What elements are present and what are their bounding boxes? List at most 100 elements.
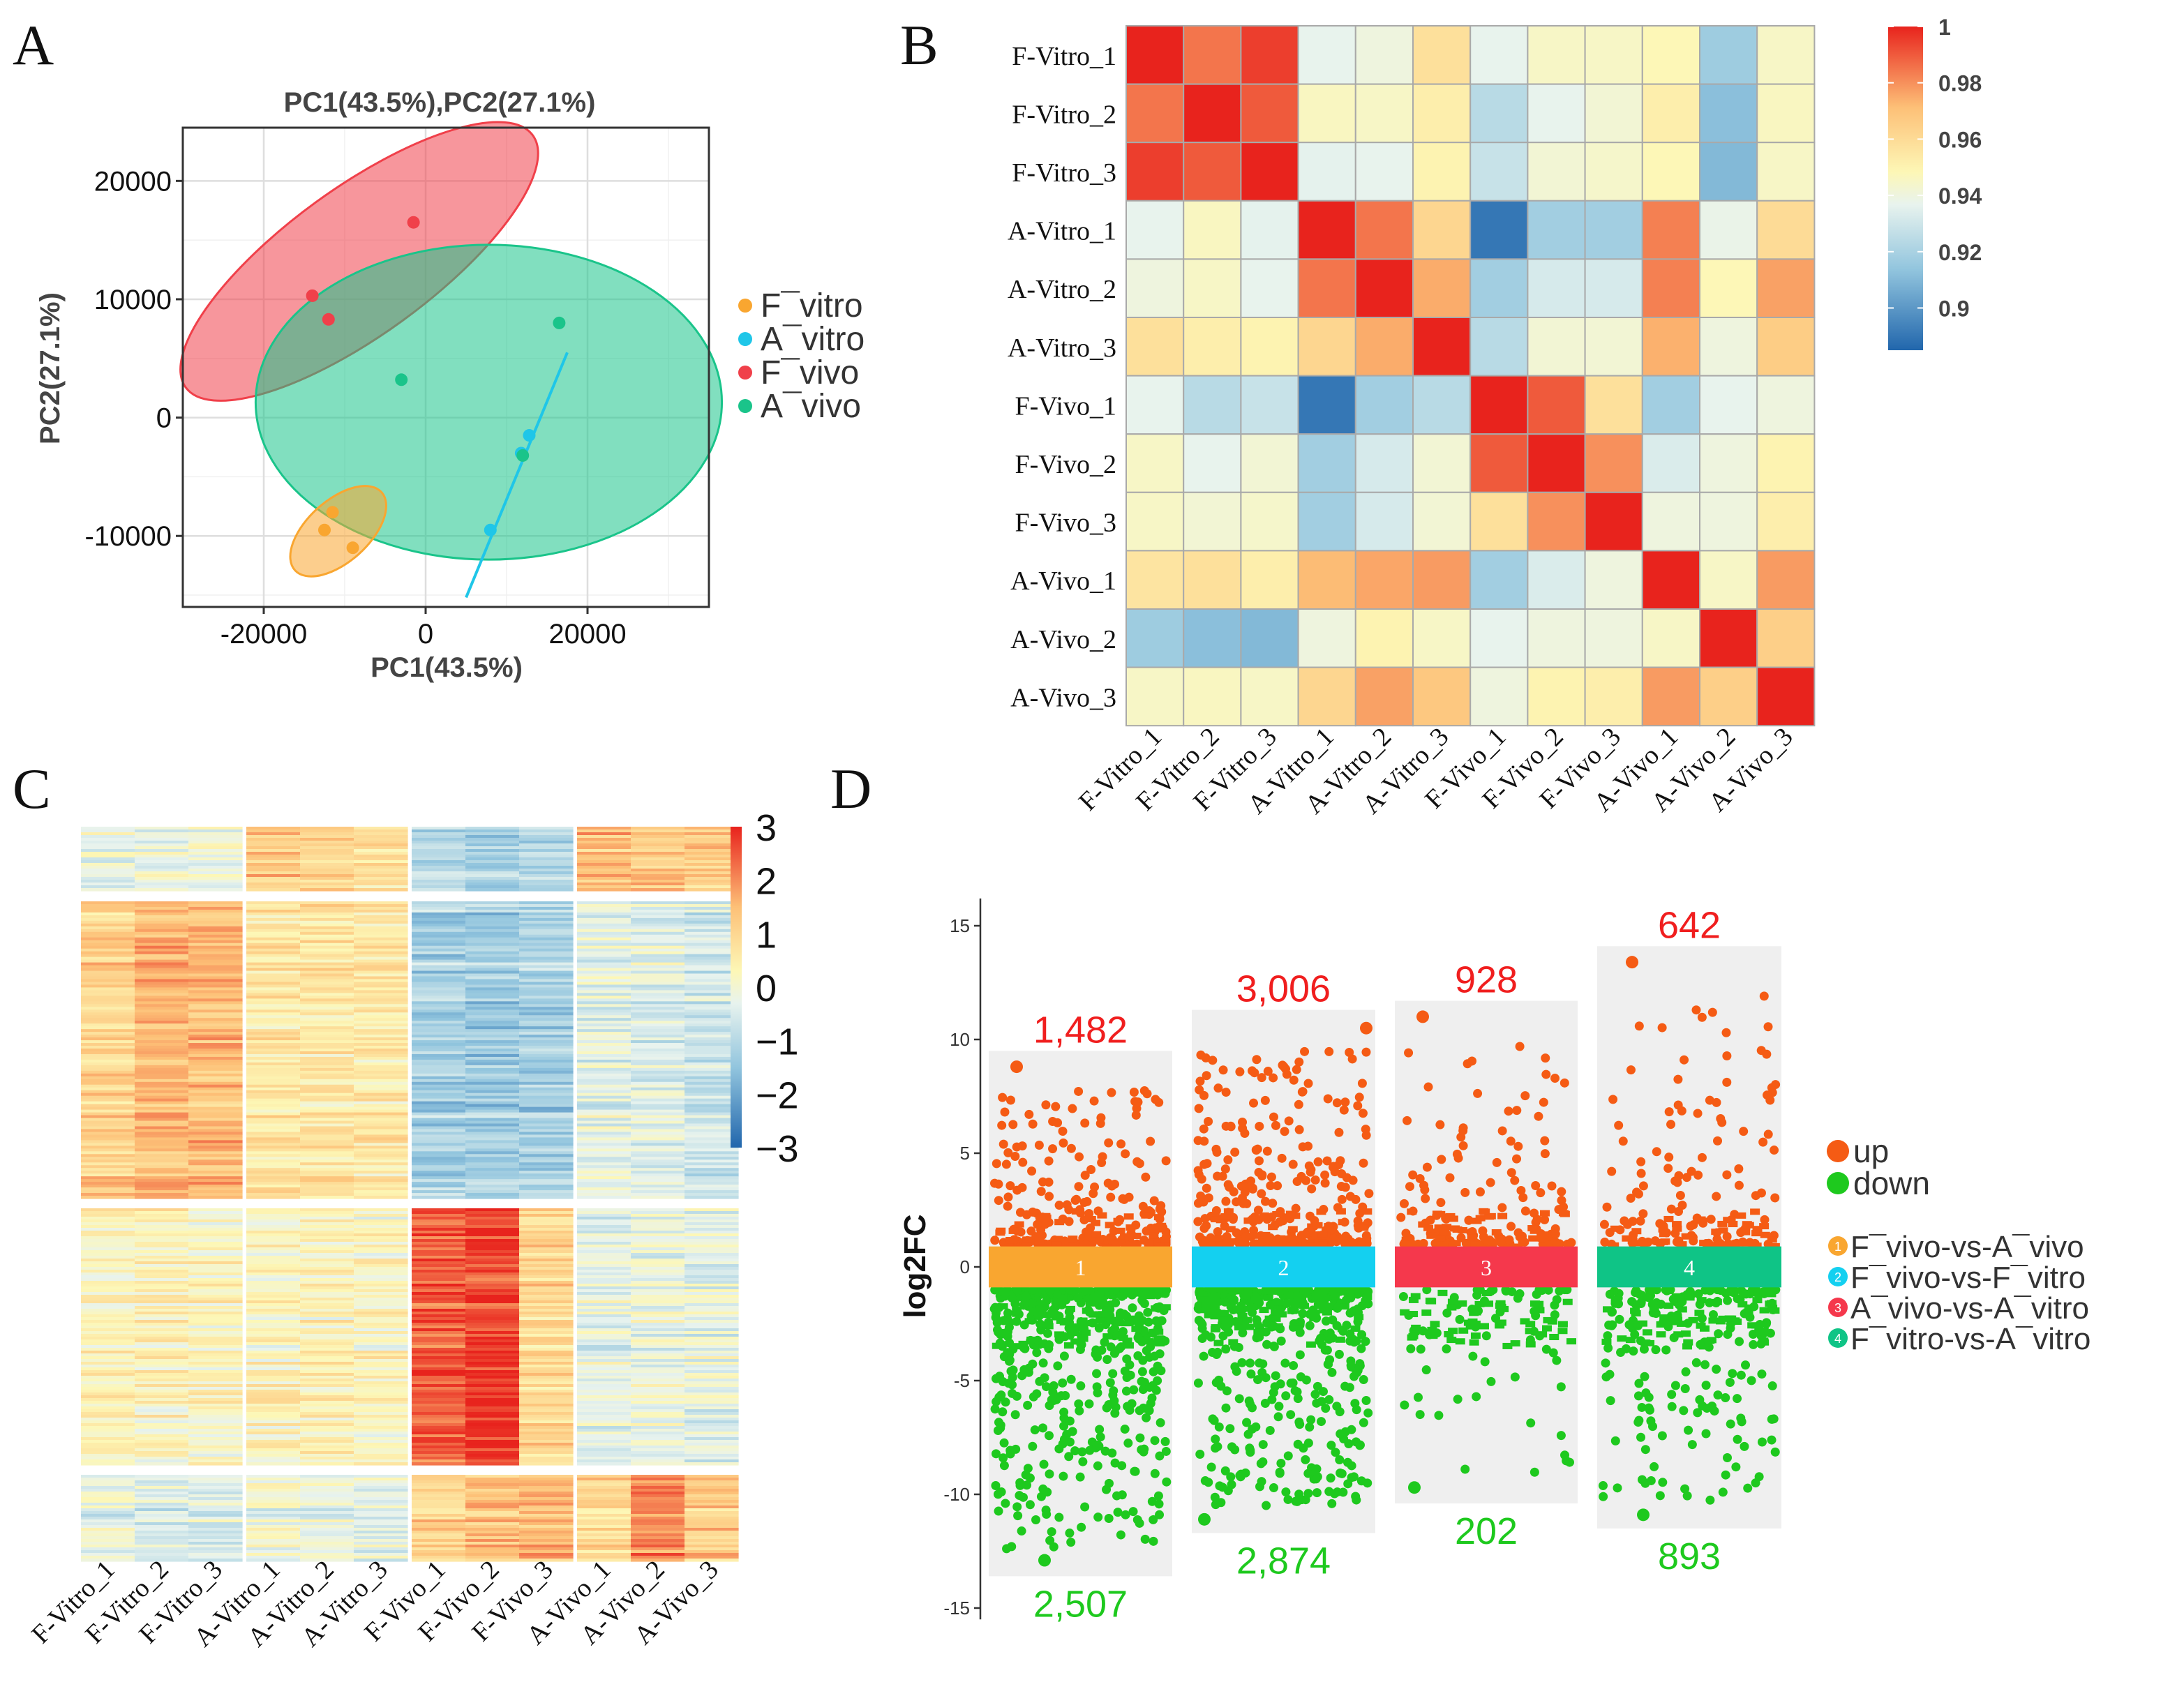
panel-b-cell bbox=[1125, 83, 1185, 144]
panel-d-dense-up bbox=[1248, 1217, 1258, 1224]
panel-b-cell bbox=[1240, 550, 1299, 610]
panel-c-cell bbox=[631, 1179, 685, 1182]
panel-c-cell bbox=[577, 1115, 631, 1119]
panel-c-cell bbox=[81, 1165, 135, 1169]
panel-c-cell bbox=[135, 962, 189, 966]
panel-c-cell bbox=[135, 1051, 189, 1055]
panel-c-cell bbox=[631, 1056, 685, 1060]
panel-c-cell bbox=[246, 1173, 301, 1177]
panel-c-cell bbox=[577, 1390, 631, 1393]
panel-c-cell bbox=[300, 948, 354, 952]
panel-b-cell bbox=[1699, 25, 1758, 85]
panel-d-point-up bbox=[1109, 1179, 1119, 1189]
panel-c-cell bbox=[354, 929, 408, 933]
panel-d-point-up bbox=[1040, 1219, 1050, 1229]
panel-b-cell bbox=[1756, 608, 1816, 668]
panel-d-point-up bbox=[998, 1092, 1008, 1102]
panel-c-cell bbox=[81, 909, 135, 913]
panel-b-cell bbox=[1469, 666, 1529, 727]
panel-b-cell bbox=[1297, 491, 1356, 552]
panel-c-cell bbox=[81, 1528, 135, 1531]
panel-c-cell bbox=[577, 1281, 631, 1284]
panel-c-cell bbox=[465, 1367, 520, 1371]
panel-c-cell bbox=[81, 1062, 135, 1066]
panel-c-cell bbox=[246, 1542, 301, 1545]
panel-d-point-down bbox=[1075, 1406, 1084, 1416]
panel-c-cell bbox=[519, 1151, 574, 1155]
panel-c-cell bbox=[465, 1323, 520, 1326]
panel-c-cell bbox=[631, 1387, 685, 1390]
panel-c-cell bbox=[135, 1317, 189, 1321]
panel-b-cell bbox=[1699, 83, 1758, 144]
panel-c-cell bbox=[135, 1459, 189, 1463]
panel-c-cell bbox=[135, 1261, 189, 1265]
panel-c-cell bbox=[685, 1084, 739, 1088]
panel-d-dense-up bbox=[1086, 1215, 1096, 1222]
panel-c-cell bbox=[412, 1035, 466, 1038]
panel-c-cell bbox=[246, 1264, 301, 1268]
panel-d-point-down bbox=[1286, 1379, 1296, 1388]
panel-d-point-down bbox=[1324, 1395, 1334, 1404]
panel-d-dense-up bbox=[1287, 1226, 1298, 1233]
panel-b-cell bbox=[1125, 25, 1185, 85]
panel-d-point-down bbox=[1359, 1418, 1368, 1427]
panel-c-cell bbox=[631, 827, 685, 830]
panel-c-cell bbox=[577, 1035, 631, 1038]
panel-c-cell bbox=[519, 1392, 574, 1396]
panel-d-point-up bbox=[1051, 1102, 1061, 1111]
panel-c-cell bbox=[354, 1106, 408, 1111]
panel-c-cell bbox=[577, 1459, 631, 1463]
panel-c-cell bbox=[81, 1365, 135, 1368]
panel-c-cell bbox=[519, 987, 574, 991]
panel-c-cell bbox=[631, 877, 685, 880]
panel-c-cell bbox=[519, 1525, 574, 1529]
panel-b-cell bbox=[1641, 317, 1701, 377]
panel-c-cell bbox=[354, 846, 408, 850]
panel-c-cell bbox=[577, 1037, 631, 1041]
panel-c-cell bbox=[300, 1365, 354, 1368]
panel-c-cell bbox=[412, 1345, 466, 1349]
panel-b-column-labels: F-Vitro_1F-Vitro_2F-Vitro_3A-Vitro_1A-Vi… bbox=[1073, 722, 1799, 820]
panel-c-cell bbox=[685, 1137, 739, 1141]
panel-c-cell bbox=[412, 1480, 466, 1484]
panel-b-cell bbox=[1527, 83, 1586, 144]
panel-c-cell bbox=[246, 1432, 301, 1435]
panel-c-cell bbox=[685, 1081, 739, 1086]
panel-c-cell bbox=[685, 1432, 739, 1435]
panel-c-cell bbox=[354, 1236, 408, 1240]
panel-c-cell bbox=[300, 1112, 354, 1116]
panel-c-cell bbox=[354, 973, 408, 977]
panel-c-cell bbox=[685, 841, 739, 844]
panel-d-point-down bbox=[1091, 1349, 1100, 1359]
panel-c-cell bbox=[412, 1261, 466, 1265]
panel-d-dense-down bbox=[1012, 1307, 1022, 1314]
panel-c-cell bbox=[519, 968, 574, 972]
panel-c-cell bbox=[81, 1337, 135, 1340]
panel-c-cell bbox=[300, 1514, 354, 1517]
panel-c-cell bbox=[685, 1079, 739, 1083]
panel-d-dense-up bbox=[995, 1229, 1005, 1236]
panel-c-cell bbox=[685, 931, 739, 936]
panel-d-point-down bbox=[1093, 1461, 1102, 1471]
panel-d-point-down bbox=[1349, 1337, 1359, 1347]
panel-c-cell bbox=[631, 1300, 685, 1304]
panel-c-cell bbox=[577, 1076, 631, 1080]
panel-c-cell bbox=[246, 1426, 301, 1429]
panel-c-cell bbox=[246, 1356, 301, 1360]
panel-c-cell bbox=[300, 1259, 354, 1262]
panel-c-cell bbox=[577, 1190, 631, 1194]
panel-c-cell bbox=[465, 1040, 520, 1044]
panel-d-dense-down bbox=[1063, 1342, 1074, 1349]
panel-d-point-down bbox=[1135, 1406, 1144, 1416]
panel-b-cell bbox=[1756, 317, 1816, 377]
panel-c-cell bbox=[519, 970, 574, 975]
panel-a-x-tick-label: 0 bbox=[418, 619, 433, 649]
panel-c-cell bbox=[246, 1109, 301, 1113]
panel-c-cell bbox=[577, 1362, 631, 1365]
panel-c-cell bbox=[188, 1187, 243, 1191]
panel-c-cell bbox=[135, 1367, 189, 1371]
panel-c-cell bbox=[631, 962, 685, 966]
panel-c-cell bbox=[685, 1259, 739, 1262]
panel-d-dense-down bbox=[1102, 1333, 1113, 1340]
panel-c-cell bbox=[300, 1132, 354, 1136]
